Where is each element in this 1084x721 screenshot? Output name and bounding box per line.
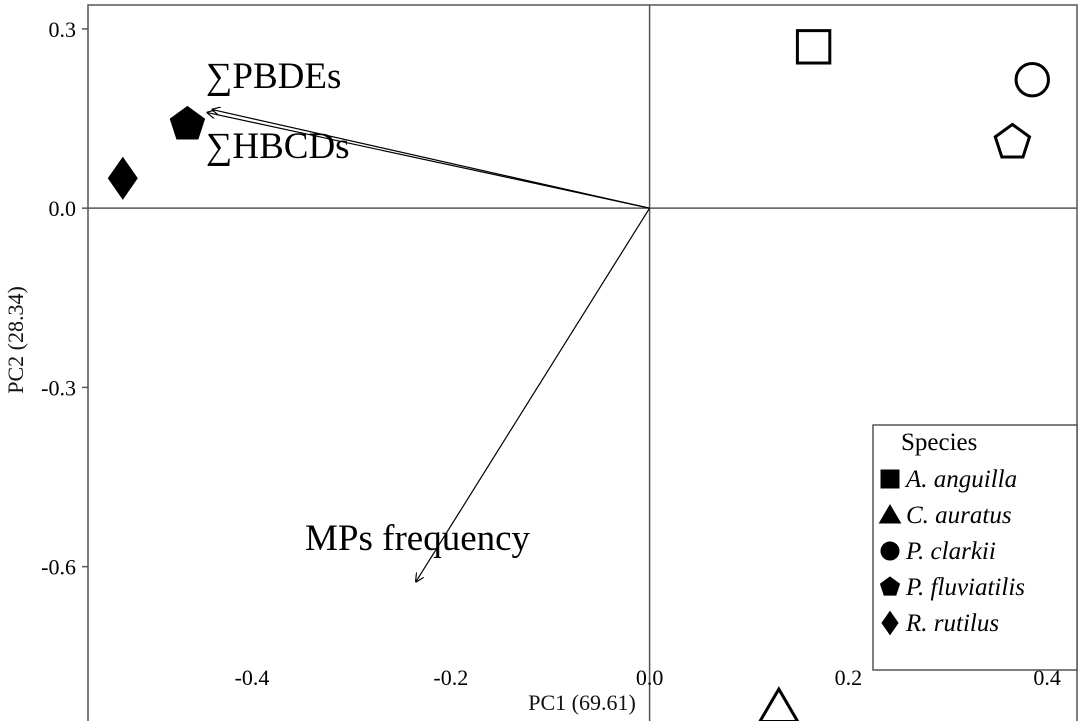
legend-label: P. fluviatilis (905, 574, 1025, 601)
legend-label: R. rutilus (905, 610, 999, 637)
point-square (795, 29, 832, 65)
loading-vector-arrow (416, 207, 651, 581)
plot-frame (87, 4, 1078, 721)
legend-title: Species (901, 429, 977, 456)
y-tick-label: 0.0 (49, 196, 77, 221)
point-pentagon (993, 122, 1032, 159)
legend-key-diamond (881, 610, 899, 636)
legend-items: A. anguilla C. auratus P. clarkii P. fluvia… (878, 466, 1025, 637)
loading-vector-labels: ∑PBDEs ∑HBCDs MPs frequency (206, 56, 531, 559)
legend-label: C. auratus (906, 502, 1012, 529)
point-circle (1014, 61, 1050, 98)
point-triangle (758, 686, 800, 721)
score-points (107, 29, 1050, 721)
x-tick-label: 0.0 (636, 665, 664, 690)
x-tick-label: -0.2 (433, 665, 468, 690)
x-axis-title: PC1 (69.61) (528, 690, 636, 715)
legend-label: P. clarkii (905, 538, 996, 565)
legend-key-triangle (878, 504, 902, 524)
point-diamond (107, 156, 138, 200)
loading-vector-arrow (212, 110, 650, 209)
legend-box (872, 424, 1078, 671)
legend-key-square (880, 469, 900, 489)
y-tick-label: -0.6 (41, 555, 76, 580)
y-axis-title: PC2 (28.34) (3, 286, 28, 394)
vector-label-pbdes: ∑PBDEs (206, 56, 341, 97)
y-tick-label: 0.3 (49, 17, 77, 42)
x-tick-label: -0.4 (235, 665, 270, 690)
y-axis-ticks: 0.3 0.0 -0.3 -0.6 (41, 17, 88, 580)
y-tick-label: -0.3 (41, 375, 76, 400)
point-pentagon (169, 105, 206, 140)
x-tick-label: 0.2 (835, 665, 863, 690)
loading-vector-arrow (207, 113, 650, 209)
vector-label-hbcds: ∑HBCDs (206, 126, 350, 167)
vector-label-mps-frequency: MPs frequency (305, 518, 531, 559)
legend-key-pentagon (879, 576, 901, 596)
legend: Species A. anguilla C. auratus P. clarkii P… (872, 424, 1078, 671)
x-axis-ticks: -0.4 -0.2 0.0 0.2 0.4 (235, 665, 1061, 690)
loading-vectors (207, 110, 651, 582)
legend-key-circle (880, 541, 900, 561)
legend-label: A. anguilla (904, 466, 1017, 493)
